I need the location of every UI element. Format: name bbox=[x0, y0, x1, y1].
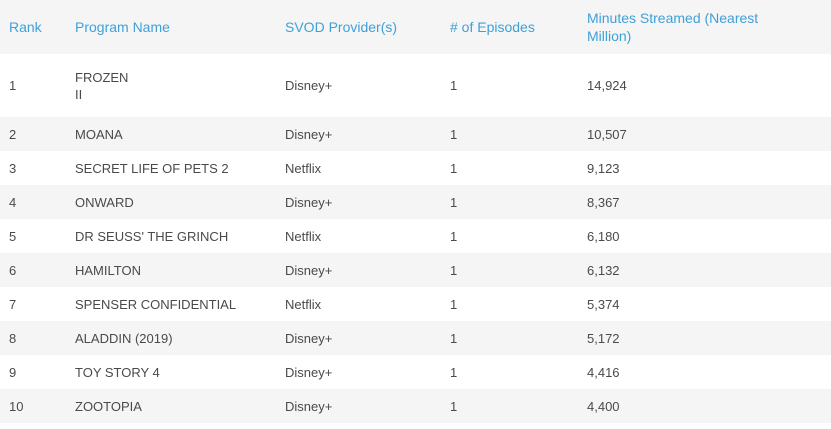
program-name-cell: DR SEUSS' THE GRINCH bbox=[75, 228, 229, 244]
table-row: 8 ALADDIN (2019) Disney+ 1 5,172 bbox=[0, 321, 831, 355]
provider-cell: Disney+ bbox=[285, 364, 333, 380]
provider-cell: Netflix bbox=[285, 296, 322, 312]
minutes-cell: 8,367 bbox=[587, 194, 620, 210]
program-name-line: FROZEN bbox=[75, 69, 129, 85]
program-name-cell: SPENSER CONFIDENTIAL bbox=[75, 296, 237, 312]
program-name-cell: ONWARD bbox=[75, 194, 134, 210]
minutes-cell: 9,123 bbox=[587, 160, 620, 176]
provider-cell: Disney+ bbox=[285, 398, 333, 414]
minutes-cell: 4,416 bbox=[587, 364, 620, 380]
minutes-cell: 6,180 bbox=[587, 228, 620, 244]
rank-cell: 8 bbox=[9, 330, 17, 346]
rank-cell: 6 bbox=[9, 262, 17, 278]
episodes-cell: 1 bbox=[450, 126, 458, 142]
provider-cell: Netflix bbox=[285, 160, 322, 176]
episodes-cell: 1 bbox=[450, 78, 458, 93]
provider-cell: Disney+ bbox=[285, 194, 333, 210]
table-row: 2 MOANA Disney+ 1 10,507 bbox=[0, 117, 831, 151]
provider-cell: Disney+ bbox=[285, 78, 333, 93]
episodes-cell: 1 bbox=[450, 160, 458, 176]
provider-cell: Disney+ bbox=[285, 126, 333, 142]
rank-cell: 2 bbox=[9, 126, 17, 142]
episodes-cell: 1 bbox=[450, 194, 458, 210]
table-body: 1 FROZEN II Disney+ 1 14,924 2 MOANA Dis… bbox=[0, 54, 831, 423]
minutes-cell: 14,924 bbox=[587, 78, 627, 93]
episodes-cell: 1 bbox=[450, 228, 458, 244]
program-name-cell: TOY STORY 4 bbox=[75, 364, 160, 380]
provider-cell: Netflix bbox=[285, 228, 322, 244]
episodes-cell: 1 bbox=[450, 364, 458, 380]
episodes-cell: 1 bbox=[450, 398, 458, 414]
program-name-cell: HAMILTON bbox=[75, 262, 141, 278]
rank-cell: 4 bbox=[9, 194, 17, 210]
rank-cell: 3 bbox=[9, 160, 17, 176]
episodes-cell: 1 bbox=[450, 296, 458, 312]
rank-cell: 5 bbox=[9, 228, 17, 244]
minutes-cell: 10,507 bbox=[587, 126, 627, 142]
provider-cell: Disney+ bbox=[285, 262, 333, 278]
table-row: 6 HAMILTON Disney+ 1 6,132 bbox=[0, 253, 831, 287]
table-row: 5 DR SEUSS' THE GRINCH Netflix 1 6,180 bbox=[0, 219, 831, 253]
table-row: 3 SECRET LIFE OF PETS 2 Netflix 1 9,123 bbox=[0, 151, 831, 185]
table-row: 7 SPENSER CONFIDENTIAL Netflix 1 5,374 bbox=[0, 287, 831, 321]
table-row: 9 TOY STORY 4 Disney+ 1 4,416 bbox=[0, 355, 831, 389]
header-row: Rank Program Name SVOD Provider(s) # of … bbox=[0, 0, 831, 54]
table-header: Rank Program Name SVOD Provider(s) # of … bbox=[0, 0, 831, 54]
minutes-cell: 5,172 bbox=[587, 330, 620, 346]
header-rank[interactable]: Rank bbox=[9, 19, 42, 35]
provider-cell: Disney+ bbox=[285, 330, 333, 346]
minutes-cell: 5,374 bbox=[587, 296, 620, 312]
program-name-cell: MOANA bbox=[75, 126, 123, 142]
header-minutes-streamed[interactable]: Minutes Streamed (Nearest Million) bbox=[587, 10, 759, 44]
program-name-line: II bbox=[75, 86, 83, 102]
header-episodes[interactable]: # of Episodes bbox=[450, 19, 535, 35]
program-name-cell: SECRET LIFE OF PETS 2 bbox=[75, 160, 229, 176]
episodes-cell: 1 bbox=[450, 262, 458, 278]
rank-cell: 1 bbox=[9, 78, 17, 93]
header-program-name[interactable]: Program Name bbox=[75, 19, 170, 35]
rank-cell: 10 bbox=[9, 398, 24, 414]
program-name-cell: ALADDIN (2019) bbox=[75, 330, 173, 346]
program-name-cell: FROZEN II bbox=[66, 54, 276, 117]
minutes-cell: 4,400 bbox=[587, 398, 620, 414]
minutes-cell: 6,132 bbox=[587, 262, 620, 278]
table-row: 4 ONWARD Disney+ 1 8,367 bbox=[0, 185, 831, 219]
rank-cell: 7 bbox=[9, 296, 17, 312]
program-name-cell: ZOOTOPIA bbox=[75, 398, 142, 414]
rank-cell: 9 bbox=[9, 364, 17, 380]
header-svod-provider[interactable]: SVOD Provider(s) bbox=[285, 19, 398, 35]
table-row: 1 FROZEN II Disney+ 1 14,924 bbox=[0, 54, 831, 117]
table-row: 10 ZOOTOPIA Disney+ 1 4,400 bbox=[0, 389, 831, 423]
episodes-cell: 1 bbox=[450, 330, 458, 346]
